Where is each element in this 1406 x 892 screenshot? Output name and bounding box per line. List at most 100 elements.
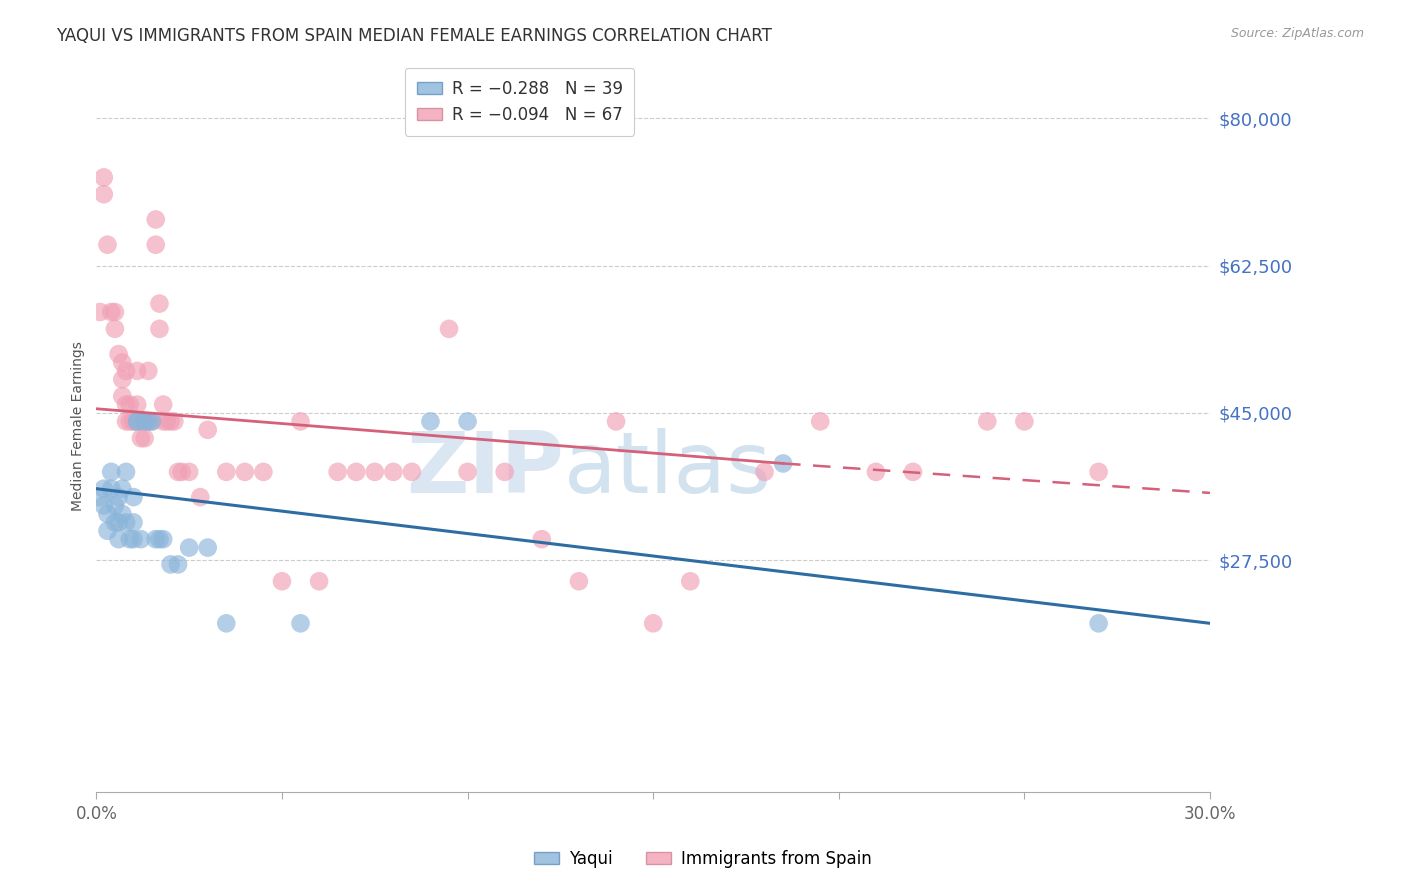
- Point: [115, 516, 138, 530]
- Point: [96, 524, 118, 538]
- Point: [530, 532, 553, 546]
- Point: [107, 347, 129, 361]
- Point: [152, 532, 174, 546]
- Point: [111, 482, 134, 496]
- Point: [115, 398, 138, 412]
- Point: [679, 574, 702, 589]
- Point: [122, 490, 145, 504]
- Point: [118, 398, 141, 412]
- Text: ZIP: ZIP: [406, 428, 564, 511]
- Point: [605, 414, 627, 428]
- Point: [167, 558, 190, 572]
- Point: [115, 364, 138, 378]
- Text: atlas: atlas: [564, 428, 772, 511]
- Point: [111, 507, 134, 521]
- Point: [115, 465, 138, 479]
- Point: [419, 414, 441, 428]
- Point: [145, 532, 167, 546]
- Point: [111, 355, 134, 369]
- Point: [1087, 465, 1109, 479]
- Point: [93, 187, 115, 202]
- Point: [111, 372, 134, 386]
- Point: [148, 296, 170, 310]
- Legend: R = −0.288   N = 39, R = −0.094   N = 67: R = −0.288 N = 39, R = −0.094 N = 67: [405, 68, 634, 136]
- Point: [152, 414, 174, 428]
- Point: [115, 414, 138, 428]
- Point: [122, 516, 145, 530]
- Point: [134, 414, 156, 428]
- Point: [271, 574, 294, 589]
- Point: [901, 465, 924, 479]
- Point: [568, 574, 591, 589]
- Point: [96, 237, 118, 252]
- Y-axis label: Median Female Earnings: Median Female Earnings: [72, 341, 86, 510]
- Point: [134, 414, 156, 428]
- Point: [107, 532, 129, 546]
- Point: [122, 414, 145, 428]
- Point: [129, 414, 152, 428]
- Point: [104, 322, 127, 336]
- Point: [437, 322, 460, 336]
- Point: [134, 431, 156, 445]
- Point: [104, 516, 127, 530]
- Point: [754, 465, 776, 479]
- Point: [107, 490, 129, 504]
- Point: [118, 414, 141, 428]
- Point: [252, 465, 274, 479]
- Point: [401, 465, 423, 479]
- Point: [167, 465, 190, 479]
- Point: [118, 532, 141, 546]
- Point: [290, 616, 312, 631]
- Point: [457, 465, 479, 479]
- Point: [122, 532, 145, 546]
- Point: [643, 616, 665, 631]
- Point: [100, 482, 122, 496]
- Legend: Yaqui, Immigrants from Spain: Yaqui, Immigrants from Spain: [527, 844, 879, 875]
- Point: [215, 465, 238, 479]
- Point: [93, 482, 115, 496]
- Point: [141, 414, 163, 428]
- Point: [159, 558, 181, 572]
- Point: [129, 431, 152, 445]
- Point: [93, 170, 115, 185]
- Text: YAQUI VS IMMIGRANTS FROM SPAIN MEDIAN FEMALE EARNINGS CORRELATION CHART: YAQUI VS IMMIGRANTS FROM SPAIN MEDIAN FE…: [56, 27, 772, 45]
- Point: [136, 364, 159, 378]
- Point: [976, 414, 998, 428]
- Point: [100, 305, 122, 319]
- Point: [494, 465, 516, 479]
- Point: [148, 322, 170, 336]
- Point: [188, 490, 211, 504]
- Point: [145, 212, 167, 227]
- Point: [382, 465, 405, 479]
- Point: [290, 414, 312, 428]
- Point: [141, 414, 163, 428]
- Point: [197, 423, 219, 437]
- Point: [89, 305, 111, 319]
- Point: [170, 465, 193, 479]
- Point: [1087, 616, 1109, 631]
- Point: [122, 414, 145, 428]
- Point: [156, 414, 179, 428]
- Point: [233, 465, 256, 479]
- Point: [104, 499, 127, 513]
- Point: [96, 507, 118, 521]
- Point: [179, 541, 201, 555]
- Text: Source: ZipAtlas.com: Source: ZipAtlas.com: [1230, 27, 1364, 40]
- Point: [772, 457, 794, 471]
- Point: [308, 574, 330, 589]
- Point: [179, 465, 201, 479]
- Point: [127, 364, 149, 378]
- Point: [93, 499, 115, 513]
- Point: [127, 398, 149, 412]
- Point: [104, 305, 127, 319]
- Point: [364, 465, 387, 479]
- Point: [215, 616, 238, 631]
- Point: [159, 414, 181, 428]
- Point: [163, 414, 186, 428]
- Point: [136, 414, 159, 428]
- Point: [457, 414, 479, 428]
- Point: [89, 490, 111, 504]
- Point: [100, 465, 122, 479]
- Point: [152, 398, 174, 412]
- Point: [1014, 414, 1036, 428]
